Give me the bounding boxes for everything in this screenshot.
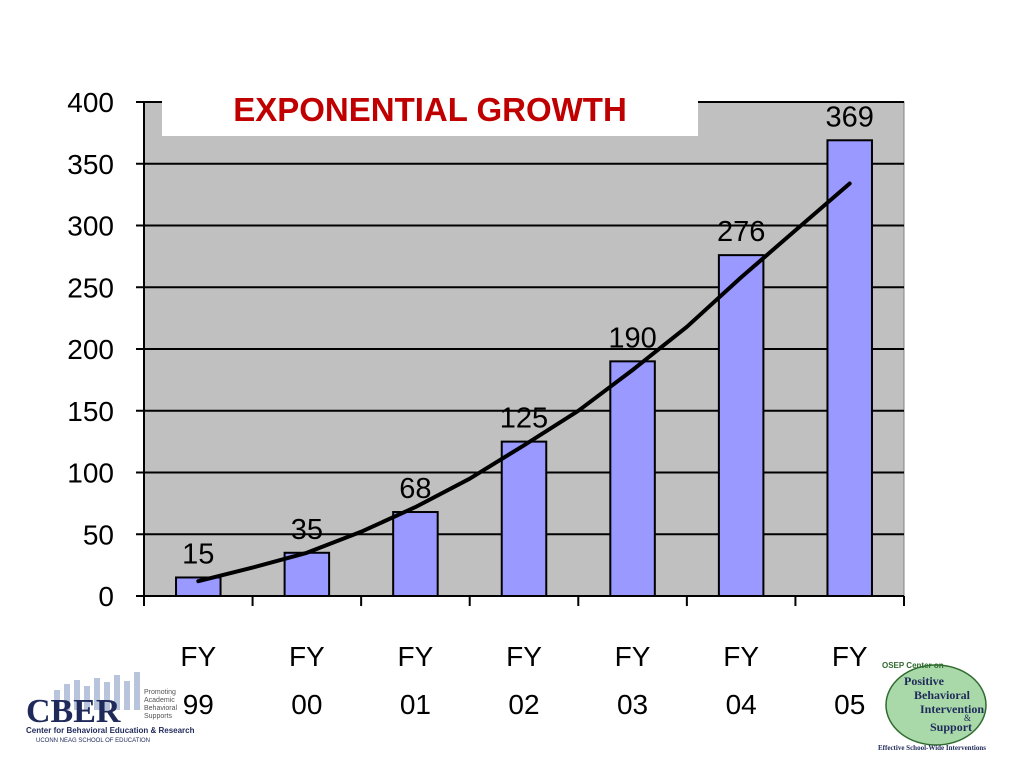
- x-tick-label-6-1: 05: [834, 689, 865, 720]
- axes: [136, 101, 905, 606]
- pbis-logo-circle: [885, 664, 987, 746]
- y-tick-label-150: 150: [67, 396, 114, 427]
- x-tick-label-1-1: 00: [291, 689, 322, 720]
- y-tick-label-100: 100: [67, 458, 114, 489]
- x-tick-label-4-0: FY: [615, 641, 651, 672]
- pbis-line-intervention: Intervention: [920, 702, 984, 716]
- pbis-logo: OSEP Center on Positive Behavioral Inter…: [874, 657, 1010, 753]
- pbis-footer: Effective School-Wide Interventions: [878, 744, 986, 752]
- cber-logo: CBER Promoting Academic Behavioral Suppo…: [24, 672, 194, 744]
- x-tick-label-2-1: 01: [400, 689, 431, 720]
- cber-logo-bars: [54, 672, 140, 710]
- x-tick-label-3-0: FY: [506, 641, 542, 672]
- cber-side-line-2: Academic: [144, 697, 175, 704]
- trend-line: [196, 181, 852, 584]
- bar-1: [283, 551, 331, 598]
- bar-3: [500, 440, 548, 597]
- bar-label-4: 190: [608, 322, 656, 354]
- bar-label-0: 15: [182, 538, 214, 570]
- y-tick-label-0: 0: [98, 581, 114, 612]
- cber-side-line-4: Supports: [144, 713, 173, 720]
- x-axis-tick-labels: FY 99 FY 00 FY 01 FY 02 FY 03 FY 04 FY 05: [180, 641, 868, 720]
- title-box: [162, 80, 698, 136]
- bar-label-1: 35: [291, 514, 323, 546]
- x-tick-label-5-0: FY: [723, 641, 759, 672]
- cber-side-line-3: Behavioral: [144, 705, 178, 712]
- x-tick-label-1-0: FY: [289, 641, 325, 672]
- y-tick-label-50: 50: [83, 519, 114, 550]
- x-tick-label-4-1: 03: [617, 689, 648, 720]
- x-tick-label-3-1: 02: [508, 689, 539, 720]
- gridlines: [144, 101, 904, 536]
- bar-label-6: 369: [826, 101, 874, 133]
- bar-label-3: 125: [500, 403, 548, 435]
- x-tick-label-5-1: 04: [726, 689, 757, 720]
- y-tick-label-300: 300: [67, 211, 114, 242]
- x-tick-label-0-0: FY: [180, 641, 216, 672]
- pbis-line-behavioral: Behavioral: [914, 688, 971, 702]
- x-tick-label-0-1: 99: [183, 689, 214, 720]
- cber-caption: Center for Behavioral Education & Resear…: [26, 726, 194, 735]
- cber-wordmark: CBER: [26, 693, 121, 730]
- bar-2: [392, 511, 439, 598]
- bars: [175, 139, 873, 598]
- y-tick-label-200: 200: [67, 334, 114, 365]
- bar-5: [717, 254, 765, 597]
- x-tick-label-6-0: FY: [832, 641, 868, 672]
- cber-side-line-1: Promoting: [144, 689, 176, 696]
- chart-title: EXPONENTIAL GROWTH: [233, 91, 627, 128]
- pbis-line-ampersand: &: [964, 713, 971, 723]
- bar-4: [609, 360, 656, 597]
- y-tick-label-250: 250: [67, 272, 114, 303]
- x-tick-label-2-0: FY: [398, 641, 434, 672]
- pbis-line-positive: Positive: [904, 674, 945, 688]
- bar-6: [826, 139, 873, 597]
- y-tick-label-400: 400: [67, 87, 114, 118]
- y-tick-label-350: 350: [67, 149, 114, 180]
- pbis-header: OSEP Center on: [882, 661, 944, 670]
- cber-subcaption: UCONN NEAG SCHOOL OF EDUCATION: [36, 738, 150, 744]
- y-axis-tick-labels: 0 50 100 150 200 250 300 350 400: [67, 87, 114, 612]
- bar-label-5: 276: [717, 216, 765, 248]
- pbis-line-support: Support: [930, 720, 972, 734]
- chart-title-box: EXPONENTIAL GROWTH: [162, 80, 698, 136]
